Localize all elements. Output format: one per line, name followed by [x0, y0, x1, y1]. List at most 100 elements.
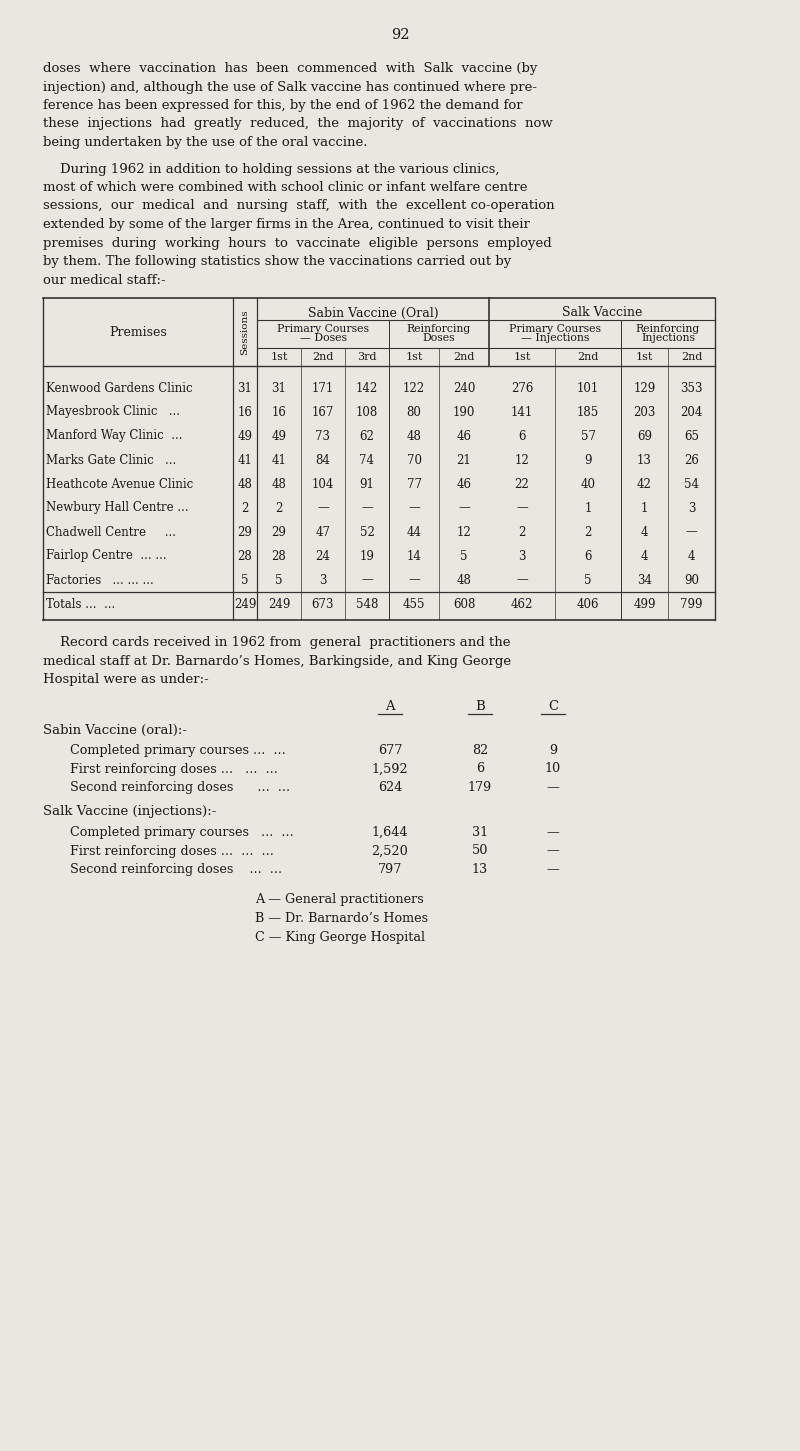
Text: 5: 5 — [584, 573, 592, 586]
Text: Kenwood Gardens Clinic: Kenwood Gardens Clinic — [46, 382, 193, 395]
Text: First reinforcing doses ...  ...  ...: First reinforcing doses ... ... ... — [70, 844, 274, 858]
Text: 47: 47 — [315, 525, 330, 538]
Text: 455: 455 — [402, 598, 426, 611]
Text: 19: 19 — [359, 550, 374, 563]
Text: 677: 677 — [378, 744, 402, 757]
Text: Reinforcing: Reinforcing — [636, 324, 700, 334]
Text: our medical staff:-: our medical staff:- — [43, 273, 166, 286]
Text: Factories   ... ... ...: Factories ... ... ... — [46, 573, 154, 586]
Text: 141: 141 — [511, 405, 533, 418]
Text: 74: 74 — [359, 454, 374, 467]
Text: 548: 548 — [356, 598, 378, 611]
Text: 185: 185 — [577, 405, 599, 418]
Text: —: — — [408, 573, 420, 586]
Text: 49: 49 — [238, 429, 253, 443]
Text: 12: 12 — [514, 454, 530, 467]
Text: 28: 28 — [272, 550, 286, 563]
Text: 104: 104 — [312, 477, 334, 490]
Text: 29: 29 — [238, 525, 253, 538]
Text: 24: 24 — [315, 550, 330, 563]
Text: 42: 42 — [637, 477, 652, 490]
Text: 1st: 1st — [406, 353, 422, 361]
Text: 41: 41 — [238, 454, 253, 467]
Text: 1,644: 1,644 — [372, 826, 408, 839]
Text: Second reinforcing doses    ...  ...: Second reinforcing doses ... ... — [70, 863, 282, 876]
Text: 46: 46 — [457, 477, 471, 490]
Text: 21: 21 — [457, 454, 471, 467]
Text: Chadwell Centre     ...: Chadwell Centre ... — [46, 525, 176, 538]
Text: 353: 353 — [680, 382, 702, 395]
Text: 5: 5 — [460, 550, 468, 563]
Text: 240: 240 — [453, 382, 475, 395]
Text: 673: 673 — [312, 598, 334, 611]
Text: 16: 16 — [238, 405, 253, 418]
Text: 797: 797 — [378, 863, 402, 876]
Text: 31: 31 — [472, 826, 488, 839]
Text: 13: 13 — [637, 454, 652, 467]
Text: —: — — [361, 502, 373, 515]
Text: 4: 4 — [641, 525, 648, 538]
Text: Reinforcing: Reinforcing — [407, 324, 471, 334]
Text: —: — — [546, 844, 559, 858]
Text: 50: 50 — [472, 844, 488, 858]
Text: —: — — [546, 781, 559, 794]
Text: 249: 249 — [268, 598, 290, 611]
Text: 14: 14 — [406, 550, 422, 563]
Text: 2: 2 — [584, 525, 592, 538]
Text: Manford Way Clinic  ...: Manford Way Clinic ... — [46, 429, 182, 443]
Text: 3rd: 3rd — [358, 353, 377, 361]
Text: 44: 44 — [406, 525, 422, 538]
Text: 6: 6 — [518, 429, 526, 443]
Text: 80: 80 — [406, 405, 422, 418]
Text: 1,592: 1,592 — [372, 762, 408, 775]
Text: 249: 249 — [234, 598, 256, 611]
Text: 2nd: 2nd — [681, 353, 702, 361]
Text: 1st: 1st — [270, 353, 288, 361]
Text: 34: 34 — [637, 573, 652, 586]
Text: 101: 101 — [577, 382, 599, 395]
Text: 4: 4 — [641, 550, 648, 563]
Text: —: — — [516, 502, 528, 515]
Text: Primary Courses: Primary Courses — [277, 324, 369, 334]
Text: Newbury Hall Centre ...: Newbury Hall Centre ... — [46, 502, 189, 515]
Text: A — General practitioners: A — General practitioners — [255, 894, 424, 907]
Text: —: — — [686, 525, 698, 538]
Text: 204: 204 — [680, 405, 702, 418]
Text: 3: 3 — [319, 573, 326, 586]
Text: Salk Vaccine: Salk Vaccine — [562, 306, 642, 319]
Text: C: C — [548, 699, 558, 712]
Text: 1st: 1st — [514, 353, 530, 361]
Text: 3: 3 — [518, 550, 526, 563]
Text: 48: 48 — [271, 477, 286, 490]
Text: 2nd: 2nd — [312, 353, 334, 361]
Text: 108: 108 — [356, 405, 378, 418]
Text: 70: 70 — [406, 454, 422, 467]
Text: Second reinforcing doses      ...  ...: Second reinforcing doses ... ... — [70, 781, 290, 794]
Text: First reinforcing doses ...   ...  ...: First reinforcing doses ... ... ... — [70, 762, 278, 775]
Text: 62: 62 — [359, 429, 374, 443]
Text: 91: 91 — [359, 477, 374, 490]
Text: C — King George Hospital: C — King George Hospital — [255, 930, 425, 943]
Text: 3: 3 — [688, 502, 695, 515]
Text: 1st: 1st — [636, 353, 653, 361]
Text: 57: 57 — [581, 429, 595, 443]
Text: Record cards received in 1962 from  general  practitioners and the: Record cards received in 1962 from gener… — [43, 636, 510, 649]
Text: sessions,  our  medical  and  nursing  staff,  with  the  excellent co-operation: sessions, our medical and nursing staff,… — [43, 199, 554, 212]
Text: doses  where  vaccination  has  been  commenced  with  Salk  vaccine (by: doses where vaccination has been commenc… — [43, 62, 538, 75]
Text: B: B — [475, 699, 485, 712]
Text: Mayesbrook Clinic   ...: Mayesbrook Clinic ... — [46, 405, 180, 418]
Text: 10: 10 — [545, 762, 561, 775]
Text: —: — — [546, 826, 559, 839]
Text: Heathcote Avenue Clinic: Heathcote Avenue Clinic — [46, 477, 194, 490]
Text: Injections: Injections — [641, 332, 695, 342]
Text: by them. The following statistics show the vaccinations carried out by: by them. The following statistics show t… — [43, 255, 511, 268]
Text: 122: 122 — [403, 382, 425, 395]
Text: Primary Courses: Primary Courses — [509, 324, 601, 334]
Text: B — Dr. Barnardo’s Homes: B — Dr. Barnardo’s Homes — [255, 913, 428, 924]
Text: — Doses: — Doses — [299, 332, 346, 342]
Text: Doses: Doses — [422, 332, 455, 342]
Text: —: — — [408, 502, 420, 515]
Text: 16: 16 — [271, 405, 286, 418]
Text: these  injections  had  greatly  reduced,  the  majority  of  vaccinations  now: these injections had greatly reduced, th… — [43, 118, 553, 131]
Text: —: — — [546, 863, 559, 876]
